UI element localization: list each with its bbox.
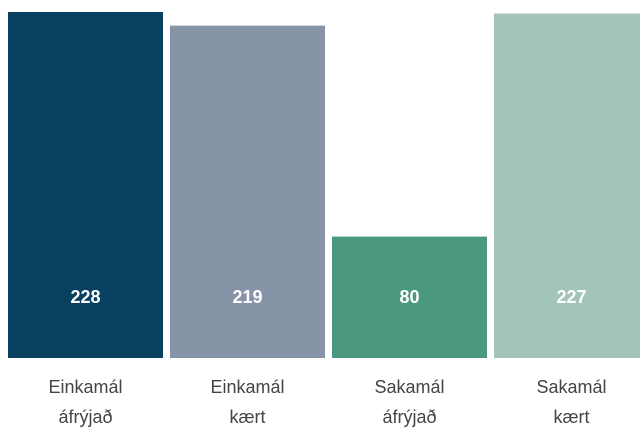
- bar: [170, 25, 325, 358]
- bar: [494, 13, 640, 358]
- bar: [8, 12, 163, 358]
- data-label: 227: [556, 287, 586, 307]
- category-label: Sakamál kært: [536, 377, 607, 427]
- data-label: 219: [232, 287, 262, 307]
- bar: [332, 236, 487, 358]
- category-label: Einkamál áfrýjað: [48, 377, 123, 427]
- category-label: Einkamál kært: [210, 377, 285, 427]
- category-label: Sakamál áfrýjað: [374, 377, 445, 427]
- data-label: 80: [399, 287, 419, 307]
- data-label: 228: [70, 287, 100, 307]
